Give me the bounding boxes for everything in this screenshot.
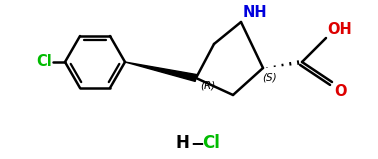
- Text: (S): (S): [262, 72, 277, 82]
- Text: Cl: Cl: [36, 55, 52, 69]
- Text: Cl: Cl: [202, 134, 220, 152]
- Text: −: −: [190, 134, 204, 152]
- Text: (R): (R): [200, 81, 215, 91]
- Text: H: H: [175, 134, 189, 152]
- Polygon shape: [125, 62, 197, 81]
- Text: O: O: [334, 84, 347, 99]
- Text: OH: OH: [327, 22, 352, 37]
- Text: NH: NH: [243, 5, 268, 20]
